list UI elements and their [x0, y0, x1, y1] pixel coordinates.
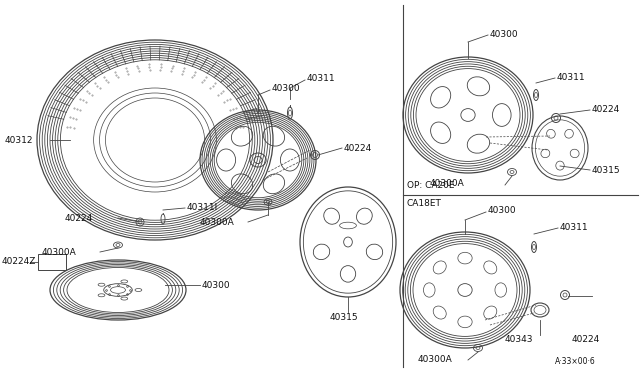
Text: 40300: 40300 — [490, 29, 518, 38]
Text: 40224: 40224 — [344, 144, 372, 153]
Text: 40311: 40311 — [307, 74, 335, 83]
Text: 40224: 40224 — [65, 214, 93, 222]
Text: 40300: 40300 — [202, 280, 230, 289]
Text: 40300: 40300 — [488, 205, 516, 215]
Text: 40300: 40300 — [272, 83, 301, 93]
Text: 40311: 40311 — [557, 73, 586, 81]
Text: 40312: 40312 — [5, 135, 33, 144]
Text: 40343: 40343 — [505, 336, 534, 344]
Text: A·33×00·6: A·33×00·6 — [555, 357, 596, 366]
Text: 40300A: 40300A — [200, 218, 235, 227]
Text: 40300A: 40300A — [42, 247, 77, 257]
FancyBboxPatch shape — [38, 254, 66, 270]
Text: 40224: 40224 — [572, 336, 600, 344]
Text: OP: CA20E: OP: CA20E — [407, 180, 454, 189]
Text: 40311l: 40311l — [187, 202, 218, 212]
Text: 40315: 40315 — [592, 166, 621, 174]
Text: 40224: 40224 — [592, 105, 620, 113]
Text: 40300A: 40300A — [418, 356, 452, 365]
Text: CA18ET: CA18ET — [407, 199, 442, 208]
Text: 40224Z: 40224Z — [2, 257, 36, 266]
Text: 40300A: 40300A — [430, 179, 465, 187]
Text: 40311: 40311 — [560, 222, 589, 231]
Text: 40315: 40315 — [330, 314, 358, 323]
